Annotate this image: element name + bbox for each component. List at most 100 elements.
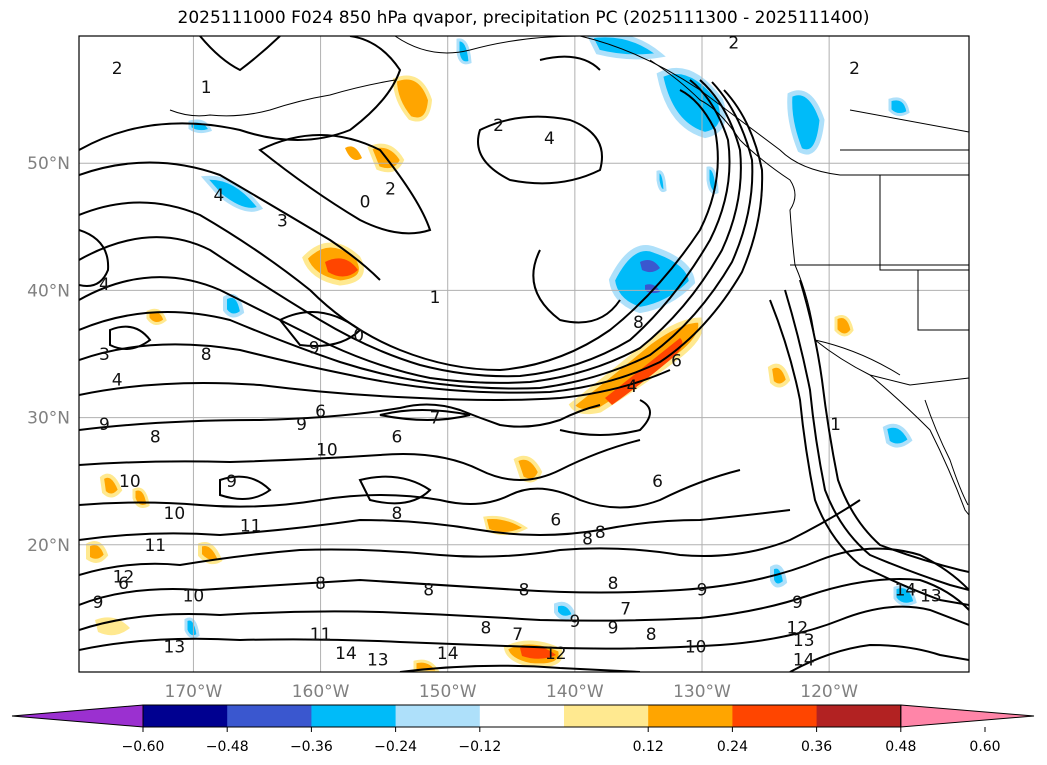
contour-label: 9: [99, 415, 110, 435]
contour-label: 12: [787, 618, 809, 638]
contour-label: 11: [144, 536, 166, 556]
colorbar-segment: [227, 705, 312, 727]
contour-label: 2: [728, 33, 739, 53]
contour-label: 4: [213, 186, 224, 206]
colorbar-segment: [311, 705, 397, 727]
contour-label: 8: [315, 574, 326, 594]
contour-label: 8: [595, 523, 606, 543]
lon-tick-label: 120°W: [800, 682, 858, 702]
latitude-labels: 20°N 30°N 40°N 50°N: [27, 154, 70, 556]
lon-tick-label: 140°W: [546, 682, 604, 702]
colorbar-segment: [648, 705, 733, 727]
contour-label: 3: [99, 345, 110, 365]
contour-label: 10: [164, 504, 186, 524]
contour-label: 2: [112, 59, 123, 79]
contour-label: 8: [480, 618, 491, 638]
lon-tick-label: 150°W: [419, 682, 477, 702]
contour-label: 14: [793, 650, 815, 670]
contour-label: 11: [240, 517, 262, 537]
contour-label: 1: [830, 415, 841, 435]
colorbar-extend-low: [11, 704, 144, 728]
coastlines: [169, 36, 969, 516]
colorbar-tick-label: −0.24: [374, 739, 417, 755]
contour-label: 6: [550, 510, 561, 530]
contour-label: 4: [99, 275, 110, 295]
contour-label: 12: [545, 644, 567, 664]
contour-label: 7: [620, 599, 631, 619]
contour-label: 6: [391, 428, 402, 448]
contour-label: 7: [430, 409, 441, 429]
colorbar-segment: [479, 705, 565, 727]
contour-label: 9: [792, 593, 803, 613]
longitude-labels: 170°W 160°W 150°W 140°W 130°W 120°W: [165, 682, 859, 702]
colorbar-segment: [143, 705, 228, 727]
contour-label: 1: [201, 78, 212, 98]
contour-label: 14: [437, 644, 459, 664]
contour-label: 10: [685, 638, 707, 658]
contour-label: 8: [423, 580, 434, 600]
contour-label: 8: [582, 529, 593, 549]
colorbar-frame: [142, 704, 902, 728]
contour-label: 14: [895, 580, 917, 600]
contour-label: 8: [633, 313, 644, 333]
contour-label: 11: [310, 625, 332, 645]
contour-label: 13: [920, 587, 942, 607]
colorbar-tick-label: 0.48: [885, 739, 916, 755]
colorbar-extend-high: [900, 704, 1035, 728]
contour-label: 1: [430, 288, 441, 308]
colorbar: [11, 704, 1035, 732]
contour-label: 0: [353, 326, 364, 346]
lat-tick-label: 40°N: [27, 281, 70, 301]
lon-tick-label: 160°W: [292, 682, 350, 702]
contour-label: 9: [226, 472, 237, 492]
contour-label: 7: [512, 625, 523, 645]
contour-label: 9: [309, 339, 320, 359]
colorbar-labels: −0.60 −0.48 −0.36 −0.24 −0.12 0.12 0.24 0.36 0.4…: [122, 739, 1001, 755]
contour-label: 2: [385, 180, 396, 200]
contour-label: 10: [119, 472, 141, 492]
contour-label: 8: [150, 428, 161, 448]
lon-tick-label: 170°W: [165, 682, 223, 702]
contour-label: 3: [277, 211, 288, 231]
colorbar-tick-label: 0.24: [717, 739, 748, 755]
contour-label: 12: [113, 568, 135, 588]
contour-label: 8: [391, 504, 402, 524]
contour-label: 8: [646, 625, 657, 645]
colorbar-tick-label: −0.60: [122, 739, 165, 755]
lat-tick-label: 30°N: [27, 409, 70, 429]
contour-label: 8: [519, 580, 530, 600]
contour-label: 8: [608, 574, 619, 594]
contour-label: 13: [793, 631, 815, 651]
map-background: [79, 36, 969, 672]
map-frame: [78, 35, 970, 673]
contour-label: 13: [367, 650, 389, 670]
contour-label: 9: [296, 415, 307, 435]
colorbar-segment: [395, 705, 481, 727]
colorbar-tick-label: 0.60: [969, 739, 1000, 755]
contour-label: 2: [493, 116, 504, 136]
contour-label: 10: [316, 440, 338, 460]
colorbar-tick-label: 0.12: [633, 739, 664, 755]
contour-label: 13: [164, 638, 186, 658]
contour-label: 10: [183, 587, 205, 607]
map-title: 2025111000 F024 850 hPa qvapor, precipit…: [177, 8, 870, 28]
contour-label: 9: [608, 618, 619, 638]
contour-label: 14: [335, 644, 357, 664]
contour-label: 6: [652, 472, 663, 492]
colorbar-tick-label: −0.48: [206, 739, 249, 755]
lon-tick-label: 130°W: [673, 682, 731, 702]
contour-label: 6: [671, 351, 682, 371]
colorbar-segment: [816, 705, 902, 727]
contour-label: 4: [627, 377, 638, 397]
contour-label: 2: [849, 59, 860, 79]
contour-label: 6: [315, 402, 326, 422]
precip-shading: [86, 36, 917, 672]
colorbar-tick-label: −0.36: [290, 739, 333, 755]
map-gridlines: [79, 36, 969, 672]
lat-tick-label: 20°N: [27, 536, 70, 556]
colorbar-segment: [732, 705, 818, 727]
qvapor-contours: [79, 36, 969, 672]
contour-label: 4: [112, 370, 123, 390]
